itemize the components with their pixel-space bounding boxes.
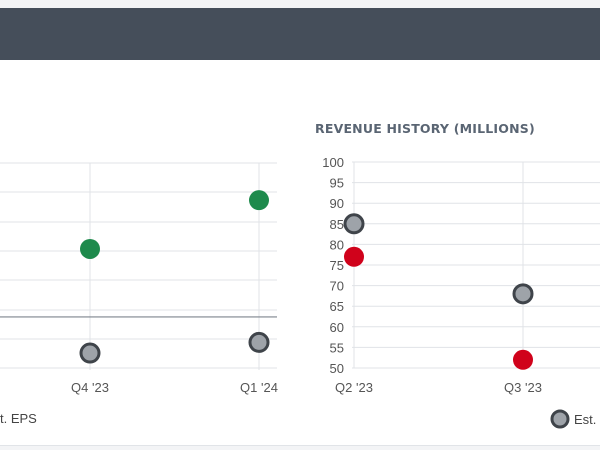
revenue-y-tick-label: 60 <box>330 320 344 335</box>
revenue-y-tick-label: 70 <box>330 279 344 294</box>
revenue-y-tick-label: 55 <box>330 340 344 355</box>
revenue-y-tick-label: 90 <box>330 196 344 211</box>
eps-actual-point <box>80 238 100 259</box>
revenue-y-tick-label: 80 <box>330 237 344 252</box>
eps-actual-point <box>249 190 269 211</box>
revenue-x-tick-label: Q2 '23 <box>335 380 373 395</box>
eps-x-tick-label: Q1 '24 <box>240 380 278 395</box>
eps-legend-label: t. EPS <box>0 411 37 426</box>
charts-card <box>0 60 600 445</box>
revenue-x-tick-label: Q3 '23 <box>504 380 542 395</box>
revenue-legend-label: Est. R <box>574 412 600 427</box>
revenue-chart-title: REVENUE HISTORY (MILLIONS) <box>315 121 535 136</box>
revenue-y-tick-label: 100 <box>322 155 344 170</box>
eps-estimate-point <box>248 331 270 353</box>
eps-estimate-point <box>79 342 101 364</box>
revenue-y-tick-label: 95 <box>330 176 344 191</box>
eps-x-tick-label: Q4 '23 <box>71 380 109 395</box>
card-bottom-border <box>0 445 600 446</box>
revenue-y-tick-label: 50 <box>330 361 344 376</box>
revenue-actual-point <box>513 349 533 370</box>
revenue-y-tick-label: 85 <box>330 217 344 232</box>
revenue-estimate-point <box>343 213 365 235</box>
revenue-y-tick-label: 75 <box>330 258 344 273</box>
revenue-estimate-point <box>512 283 534 305</box>
top-header-bar <box>0 8 600 60</box>
revenue-actual-point <box>344 246 364 267</box>
revenue-y-tick-label: 65 <box>330 299 344 314</box>
revenue-legend-marker <box>550 409 570 429</box>
